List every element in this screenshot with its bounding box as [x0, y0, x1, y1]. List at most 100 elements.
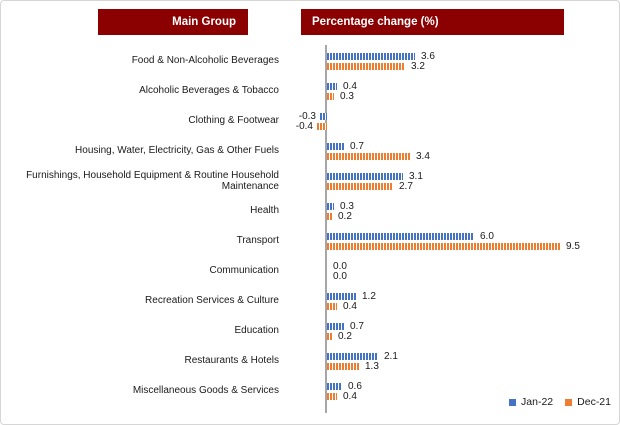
bar-line: 0.2 — [327, 330, 615, 342]
bar-dec-21 — [327, 392, 337, 400]
bar-group: 3.1 2.7 — [327, 171, 615, 192]
value-label: 0.3 — [340, 90, 354, 102]
bar-jan-22 — [327, 322, 344, 330]
bar-dec-21 — [327, 212, 332, 220]
legend: Jan-22 Dec-21 — [509, 396, 611, 408]
bar-group: 0.7 3.4 — [327, 140, 615, 162]
bar-group: 2.1 1.3 — [327, 350, 615, 372]
bar-jan-22 — [327, 52, 415, 60]
category-label: Transport — [236, 235, 279, 247]
negative-bar-wrap: -0.3 — [298, 110, 327, 122]
negative-bar-wrap: -0.4 — [295, 120, 327, 132]
bar-group: 0.7 0.2 — [327, 320, 615, 342]
bar-dec-21 — [327, 302, 337, 310]
legend-item-jan-22: Jan-22 — [509, 396, 553, 408]
bar-jan-22 — [327, 82, 337, 90]
bar-line: -0.4 — [296, 121, 615, 132]
bar-line: 3.1 — [327, 171, 615, 182]
bar-line: 1.3 — [327, 360, 615, 372]
category-label: Health — [250, 205, 279, 217]
bar-group: 0.0 0.0 — [327, 261, 615, 282]
bar-jan-22 — [327, 172, 403, 180]
bar-dec-21 — [327, 332, 332, 340]
category-row: Transport 6.0 9.5 — [5, 226, 615, 256]
category-label: Furnishings, Household Equipment & Routi… — [26, 169, 279, 193]
value-label: 0.6 — [348, 380, 362, 392]
category-label: Communication — [209, 265, 279, 277]
bar-line: 0.7 — [327, 140, 615, 152]
bar-line: 3.4 — [327, 151, 615, 162]
category-row: Miscellaneous Goods & Services 0.6 0.4 — [5, 376, 615, 406]
value-label: 0.4 — [343, 80, 357, 92]
bar-line: 6.0 — [327, 230, 615, 242]
bar-line: -0.3 — [299, 111, 615, 122]
bar-line: 3.2 — [327, 60, 615, 72]
bar-line: 0.0 — [327, 271, 615, 282]
bar-line: 0.3 — [327, 200, 615, 212]
value-axis-line — [325, 45, 327, 413]
bar-line: 3.6 — [327, 50, 615, 62]
bar-line: 1.2 — [327, 291, 615, 302]
bar-dec-21 — [327, 152, 410, 160]
bar-group: 0.3 0.2 — [327, 200, 615, 222]
bar-group: -0.3 -0.4 — [296, 111, 615, 132]
value-label: 1.3 — [365, 360, 379, 372]
value-label: 0.2 — [338, 210, 352, 222]
category-row: Clothing & Footwear -0.3 -0.4 — [5, 106, 615, 136]
value-label: 0.7 — [350, 320, 364, 332]
bar-dec-21 — [327, 92, 334, 100]
value-label: 3.6 — [421, 50, 435, 62]
bar-line: 0.2 — [327, 210, 615, 222]
bar-dec-21 — [317, 122, 327, 130]
legend-label-dec-21: Dec-21 — [577, 396, 611, 408]
legend-item-dec-21: Dec-21 — [565, 396, 611, 408]
legend-swatch-jan-22 — [509, 398, 517, 406]
category-row: Restaurants & Hotels 2.1 1.3 — [5, 346, 615, 376]
bar-line: 0.7 — [327, 320, 615, 332]
category-row: Health 0.3 0.2 — [5, 196, 615, 226]
bar-dec-21 — [327, 182, 393, 190]
value-label: 0.7 — [350, 140, 364, 152]
category-label: Education — [234, 325, 279, 337]
category-row: Recreation Services & Culture 1.2 0.4 — [5, 286, 615, 316]
value-label: 0.3 — [340, 200, 354, 212]
category-label: Recreation Services & Culture — [145, 295, 279, 307]
plot-area: Food & Non-Alcoholic Beverages 3.6 3.2 Alco… — [5, 46, 615, 406]
value-label: 2.7 — [399, 180, 413, 192]
bar-line: 2.1 — [327, 350, 615, 362]
value-label: 0.4 — [343, 300, 357, 312]
category-label: Food & Non-Alcoholic Beverages — [131, 55, 279, 67]
value-label: 6.0 — [480, 230, 494, 242]
category-row: Alcoholic Beverages & Tobacco 0.4 0.3 — [5, 76, 615, 106]
bar-dec-21 — [327, 62, 405, 70]
category-row: Food & Non-Alcoholic Beverages 3.6 3.2 — [5, 46, 615, 76]
bar-line: 0.4 — [327, 390, 615, 402]
value-label: -0.4 — [295, 120, 313, 132]
bar-jan-22 — [327, 292, 356, 300]
value-label: 0.4 — [343, 390, 357, 402]
bar-jan-22 — [327, 382, 342, 390]
bar-dec-21 — [327, 362, 359, 370]
value-label: 2.1 — [384, 350, 398, 362]
category-row: Housing, Water, Electricity, Gas & Other… — [5, 136, 615, 166]
value-label: -0.3 — [298, 110, 316, 122]
value-label: 3.2 — [411, 60, 425, 72]
value-label: 9.5 — [566, 240, 580, 252]
bar-line: 0.0 — [327, 261, 615, 272]
bar-line: 9.5 — [327, 240, 615, 252]
category-label: Housing, Water, Electricity, Gas & Other… — [75, 145, 279, 157]
bar-jan-22 — [327, 202, 334, 210]
bar-line: 0.3 — [327, 90, 615, 102]
bar-line: 0.4 — [327, 300, 615, 312]
percentage-change-header: Percentage change (%) — [301, 9, 564, 35]
category-label: Clothing & Footwear — [188, 115, 279, 127]
category-row: Furnishings, Household Equipment & Routi… — [5, 166, 615, 196]
bar-group: 0.6 0.4 — [327, 380, 615, 402]
category-label: Alcoholic Beverages & Tobacco — [139, 85, 279, 97]
bar-group: 1.2 0.4 — [327, 291, 615, 312]
bar-jan-22 — [327, 352, 378, 360]
value-label: 0.2 — [338, 330, 352, 342]
legend-label-jan-22: Jan-22 — [521, 396, 554, 408]
bar-jan-22 — [320, 112, 327, 120]
